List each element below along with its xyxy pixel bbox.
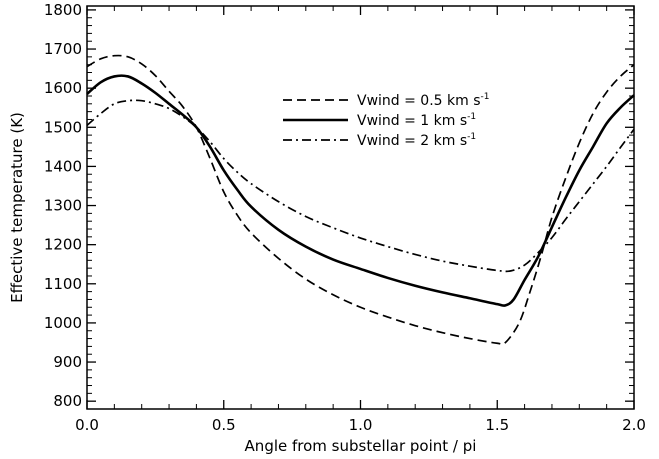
- y-axis-label: Effective temperature (K): [8, 112, 26, 303]
- x-tick-label: 0.0: [75, 416, 99, 434]
- y-tick-label: 1400: [44, 157, 82, 175]
- legend-label-1: Vwind = 0.5 km s-1: [357, 92, 490, 109]
- tick-marks: [86, 6, 635, 409]
- y-tick-label: 1600: [44, 79, 82, 97]
- series-line-3: [86, 99, 635, 273]
- y-tick-label: 800: [53, 392, 82, 410]
- y-tick-label: 1200: [44, 236, 82, 254]
- x-tick-label: 2.0: [622, 416, 646, 434]
- legend-label-3: Vwind = 2 km s-1: [357, 132, 476, 149]
- legend: Vwind = 0.5 km s-1 Vwind = 1 km s-1 Vwind …: [283, 92, 490, 149]
- series-line-1: [86, 54, 635, 346]
- y-tick-label: 1300: [44, 197, 82, 215]
- y-tick-label: 1500: [44, 118, 82, 136]
- x-axis-label: Angle from substellar point / pi: [245, 437, 477, 455]
- plot-frame: [86, 5, 635, 410]
- x-tick-label: 0.5: [212, 416, 236, 434]
- series-line-2: [86, 74, 635, 307]
- y-tick-label: 1100: [44, 275, 82, 293]
- tick-labels: 0.0 0.5 1.0 1.5 2.0 800 900 1000 1100 1200 1300 140…: [44, 1, 646, 434]
- x-tick-label: 1.0: [349, 416, 373, 434]
- legend-label-2: Vwind = 1 km s-1: [357, 112, 476, 129]
- y-tick-label: 1700: [44, 40, 82, 58]
- y-tick-label: 1000: [44, 314, 82, 332]
- series-layer: [86, 54, 635, 346]
- x-tick-label: 1.5: [485, 416, 509, 434]
- y-tick-label: 900: [53, 353, 82, 371]
- y-tick-label: 1800: [44, 1, 82, 19]
